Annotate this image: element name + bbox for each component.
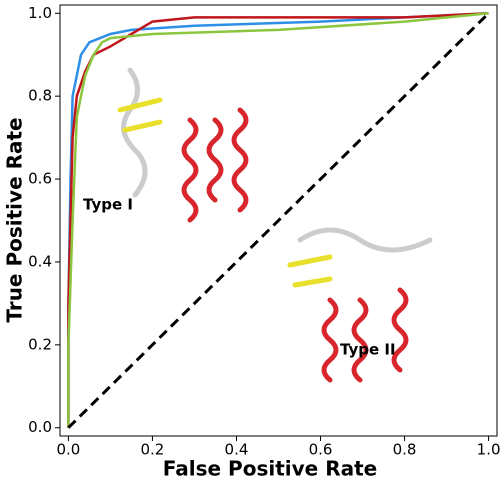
roc-line (67, 12, 489, 428)
x-tick-label: 0.8 (393, 441, 417, 459)
roc-line (67, 12, 490, 429)
x-tick-label: 0.6 (309, 441, 333, 459)
y-tick-label: 0.2 (28, 335, 52, 353)
y-tick-label: 0.0 (28, 418, 52, 436)
structure-illustration (117, 67, 433, 383)
x-tick-label: 0.2 (141, 441, 165, 459)
x-tick-label: 0.0 (56, 441, 80, 459)
plot-frame (59, 4, 498, 437)
x-tick-label: 1.0 (477, 441, 500, 459)
y-tick-label: 0.4 (28, 252, 52, 270)
y-tick-label: 0.6 (28, 170, 52, 188)
annotation: Type II (340, 341, 396, 359)
roc-line (67, 12, 489, 428)
x-tick-label: 0.4 (225, 441, 249, 459)
y-tick-label: 1.0 (28, 4, 52, 22)
x-axis-label: False Positive Rate (163, 457, 377, 481)
y-axis-label: True Positive Rate (3, 117, 27, 322)
y-tick-label: 0.8 (28, 87, 52, 105)
annotation: Type I (83, 196, 133, 214)
